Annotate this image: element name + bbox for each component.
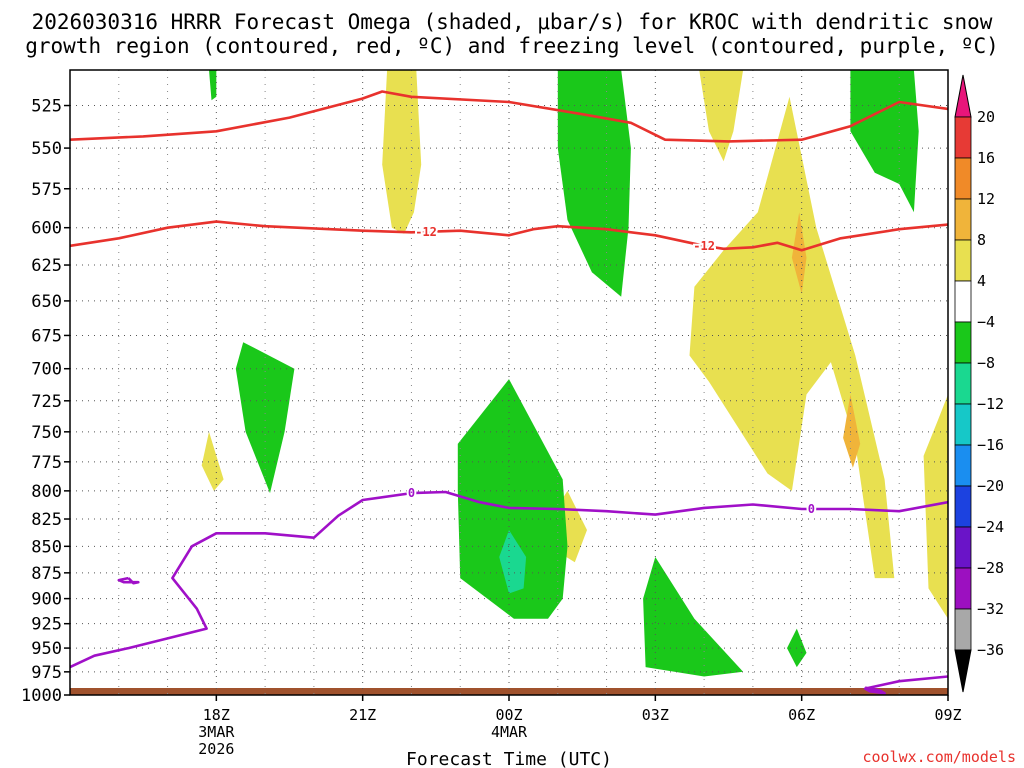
colorbar-label: 4 <box>977 272 986 290</box>
omega-region <box>557 70 631 297</box>
colorbar-segment <box>954 116 972 159</box>
x-axis-label: Forecast Time (UTC) <box>406 749 612 768</box>
x-tick-label: 3MAR <box>198 723 235 741</box>
contour-line <box>70 220 948 252</box>
colorbar-segment <box>954 362 972 405</box>
colorbar-label: −28 <box>977 559 1004 577</box>
colorbar-bottom-arrow <box>954 649 972 693</box>
x-tick-label: 4MAR <box>491 723 528 741</box>
y-tick-label: 600 <box>31 219 62 239</box>
y-tick-label: 750 <box>31 423 62 443</box>
x-tick-label: 00Z <box>495 706 522 724</box>
colorbar-segment <box>954 239 972 282</box>
ground-strip <box>70 688 948 695</box>
chart-title-line-2: growth region (contoured, red, ºC) and f… <box>25 34 999 58</box>
contour-label: 0 <box>408 486 415 500</box>
contour-line <box>863 675 948 695</box>
y-tick-label: 800 <box>31 482 62 502</box>
colorbar-segment <box>954 157 972 200</box>
chart-title-line-1: 2026030316 HRRR Forecast Omega (shaded, … <box>32 10 993 34</box>
grid <box>70 70 948 695</box>
colorbar-label: −20 <box>977 477 1004 495</box>
contour-line <box>70 90 948 143</box>
y-tick-label: 650 <box>31 292 62 312</box>
omega-region <box>689 96 895 579</box>
x-tick-label: 06Z <box>788 706 815 724</box>
colorbar-label: 8 <box>977 231 986 249</box>
credit-text: coolwx.com/models <box>862 748 1016 766</box>
colorbar-label: 12 <box>977 190 995 208</box>
colorbar-top-arrow <box>954 74 972 118</box>
y-tick-label: 775 <box>31 453 62 473</box>
colorbar-label: 20 <box>977 108 995 126</box>
colorbar-segment <box>954 321 972 364</box>
colorbar-label: −24 <box>977 518 1004 536</box>
omega-region <box>499 530 527 594</box>
omega-region <box>457 379 568 619</box>
y-tick-label: 875 <box>31 564 62 584</box>
colorbar-label: −32 <box>977 600 1004 618</box>
omega-region <box>209 70 217 101</box>
colorbar-segment <box>954 567 972 610</box>
colorbar: 20 16 12 8 4 −4 −8 −12 −16 −20 −24 −28 −32 −36 <box>954 74 1004 693</box>
omega-region <box>850 70 919 213</box>
contour-line <box>117 576 140 585</box>
colorbar-segment <box>954 444 972 487</box>
colorbar-segment <box>954 485 972 528</box>
y-tick-label: 1000 <box>21 686 62 706</box>
y-tick-label: 675 <box>31 326 62 346</box>
y-tick-label: 525 <box>31 97 62 117</box>
y-tick-label: 725 <box>31 392 62 412</box>
omega-region <box>699 70 744 162</box>
y-tick-label: 975 <box>31 663 62 683</box>
omega-region <box>201 431 224 491</box>
colorbar-label: 16 <box>977 149 995 167</box>
y-tick-label: 575 <box>31 180 62 200</box>
colorbar-segment <box>954 403 972 446</box>
y-tick-label: 550 <box>31 139 62 159</box>
colorbar-segment <box>954 526 972 569</box>
y-tick-label: 700 <box>31 360 62 380</box>
contour-label: 0 <box>808 502 815 516</box>
x-tick-label: 03Z <box>642 706 669 724</box>
dendritic-contours: -12 -12 <box>70 90 948 255</box>
colorbar-label: −8 <box>977 354 995 372</box>
omega-region <box>791 212 807 294</box>
y-tick-label: 850 <box>31 537 62 557</box>
contour-line <box>70 490 948 669</box>
colorbar-segment <box>954 608 972 651</box>
contour-label: -12 <box>693 239 715 253</box>
y-tick-label: 825 <box>31 510 62 530</box>
y-tick-label: 900 <box>31 590 62 610</box>
x-tick-label: 2026 <box>198 740 234 758</box>
y-tick-label: 925 <box>31 615 62 635</box>
omega-region <box>382 70 422 234</box>
omega-region <box>235 342 295 494</box>
omega-region <box>643 557 744 677</box>
y-axis: 525 550 575 600 625 650 675 700 725 750 775 800 825 8… <box>21 97 70 706</box>
y-tick-label: 625 <box>31 256 62 276</box>
colorbar-segment <box>954 280 972 323</box>
omega-region <box>923 394 948 619</box>
colorbar-segment <box>954 198 972 241</box>
contour-label: -12 <box>415 225 437 239</box>
colorbar-label: −36 <box>977 641 1004 659</box>
colorbar-label: −4 <box>977 313 995 331</box>
omega-region <box>843 394 861 468</box>
x-tick-label: 18Z <box>203 706 230 724</box>
x-tick-label: 21Z <box>349 706 376 724</box>
colorbar-label: −12 <box>977 395 1004 413</box>
freezing-contours: 00 <box>70 484 948 695</box>
x-tick-label: 09Z <box>934 706 961 724</box>
colorbar-label: −16 <box>977 436 1004 454</box>
y-tick-label: 950 <box>31 639 62 659</box>
